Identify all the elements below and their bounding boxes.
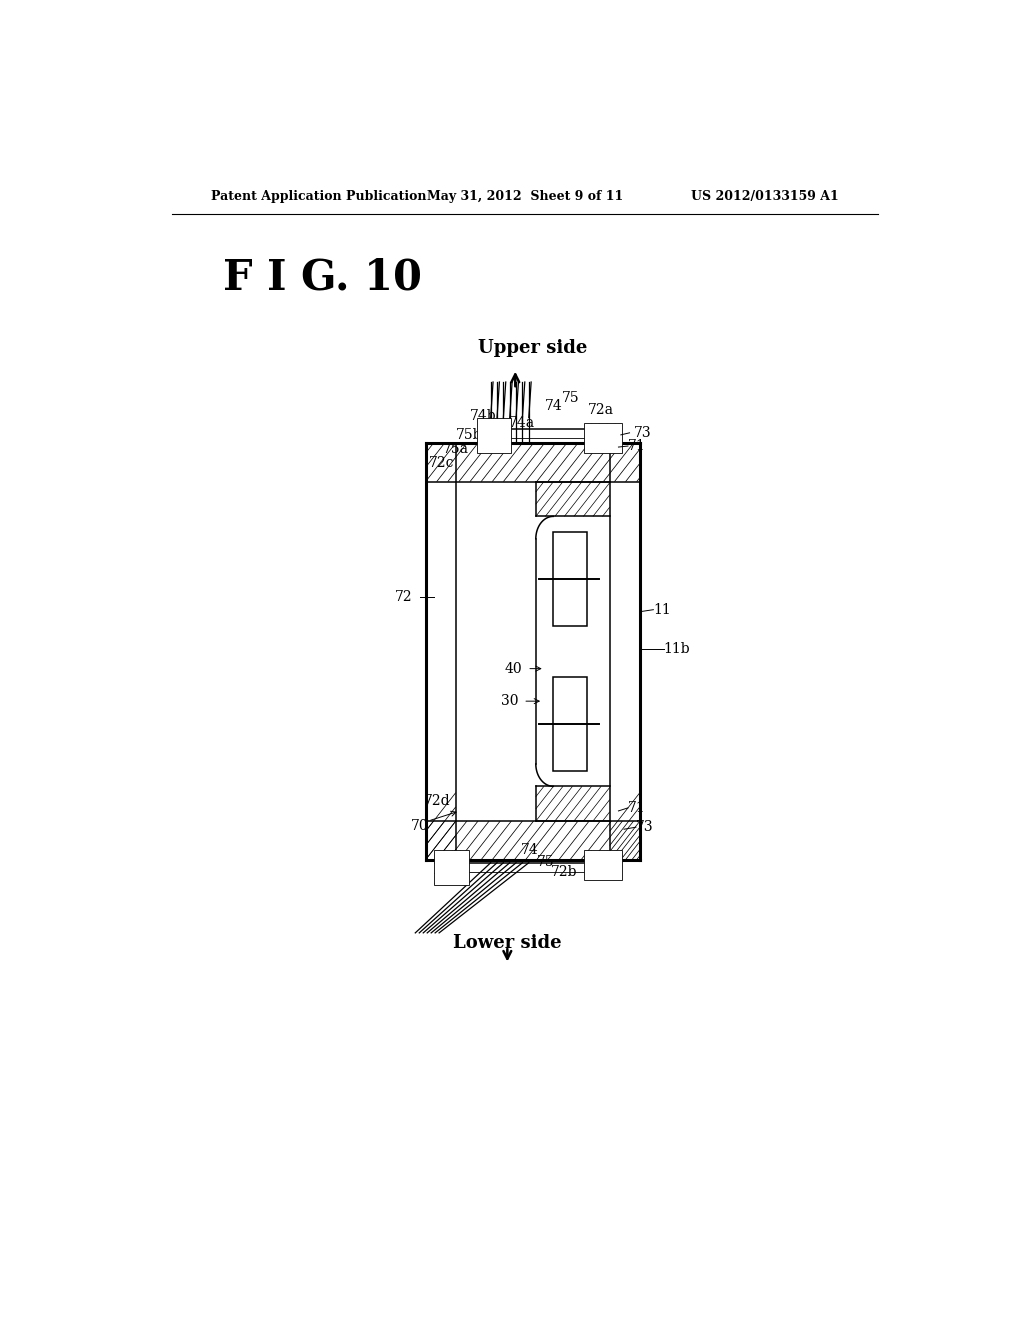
- Text: 72d: 72d: [424, 793, 451, 808]
- Bar: [553, 532, 588, 626]
- Bar: [477, 417, 511, 453]
- Bar: [456, 482, 609, 821]
- Text: 73: 73: [634, 426, 652, 440]
- Text: 72a: 72a: [588, 404, 614, 417]
- Text: May 31, 2012  Sheet 9 of 11: May 31, 2012 Sheet 9 of 11: [427, 190, 623, 202]
- Text: US 2012/0133159 A1: US 2012/0133159 A1: [690, 190, 839, 202]
- Text: 75: 75: [537, 855, 554, 869]
- Text: Lower side: Lower side: [453, 935, 561, 952]
- Text: 72: 72: [395, 590, 413, 605]
- Text: 72c: 72c: [429, 457, 455, 470]
- Text: 11b: 11b: [664, 643, 690, 656]
- Text: Patent Application Publication: Patent Application Publication: [211, 190, 427, 202]
- Text: 74a: 74a: [509, 416, 535, 430]
- Text: 75: 75: [562, 391, 580, 405]
- Text: 74: 74: [520, 842, 539, 857]
- Text: 75b: 75b: [456, 428, 482, 442]
- Text: 40: 40: [505, 661, 522, 676]
- Text: 73: 73: [636, 820, 653, 834]
- Bar: [553, 677, 588, 771]
- Text: 74: 74: [546, 400, 563, 413]
- Text: Upper side: Upper side: [478, 339, 588, 358]
- Text: 75a: 75a: [442, 442, 469, 457]
- Text: 71: 71: [628, 440, 646, 453]
- Bar: [426, 444, 640, 859]
- Text: 71: 71: [628, 801, 646, 814]
- Text: F I G. 10: F I G. 10: [223, 256, 422, 298]
- Bar: [585, 850, 622, 880]
- Bar: [585, 422, 622, 453]
- Text: 72b: 72b: [551, 865, 578, 879]
- Text: 74b: 74b: [469, 409, 496, 422]
- Text: 30: 30: [501, 694, 518, 708]
- Bar: [433, 850, 469, 886]
- Text: 11: 11: [653, 603, 671, 616]
- Text: 70: 70: [412, 820, 429, 833]
